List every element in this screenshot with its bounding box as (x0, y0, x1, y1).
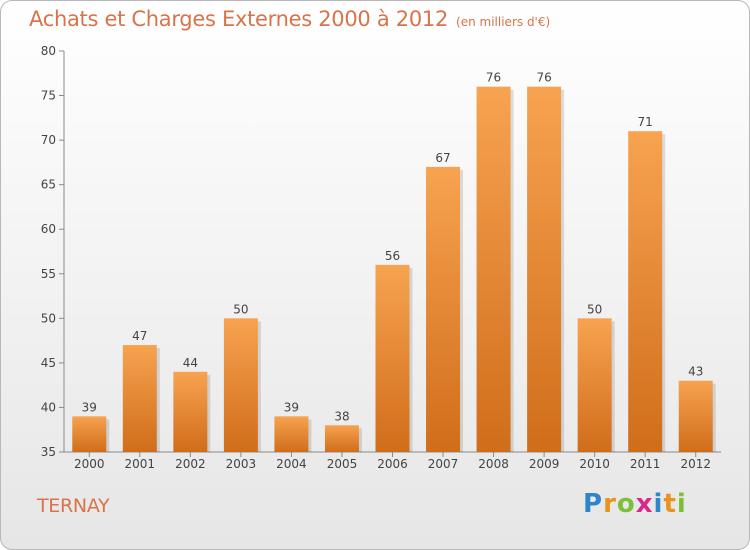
data-label: 39 (284, 400, 299, 414)
y-tick-label: 45 (41, 356, 56, 370)
data-label: 43 (688, 365, 703, 379)
logo-letter: r (603, 489, 617, 519)
x-tick-label: 2007 (428, 457, 459, 471)
x-tick-label: 2003 (226, 457, 257, 471)
bar (72, 416, 107, 452)
data-label: 39 (82, 400, 97, 414)
y-tick-label: 60 (41, 222, 56, 236)
bar (426, 166, 461, 452)
bar (375, 264, 410, 452)
data-label: 56 (385, 249, 400, 263)
data-label: 38 (334, 409, 349, 423)
bar (628, 131, 663, 452)
y-tick-label: 50 (41, 311, 56, 325)
x-tick-label: 2010 (579, 457, 610, 471)
bars (72, 86, 716, 453)
logo-letter: o (616, 489, 636, 519)
y-tick-label: 70 (41, 133, 56, 147)
x-tick-label: 2011 (630, 457, 661, 471)
logo-letter: i (653, 489, 664, 519)
data-label: 47 (132, 329, 147, 343)
chart-title: Achats et Charges Externes 2000 à 2012 (29, 7, 449, 31)
y-tick-label: 35 (41, 445, 56, 459)
logo-letter: x (635, 489, 654, 519)
logo-letter: i (676, 489, 687, 519)
bar (476, 86, 511, 453)
bar (577, 318, 612, 452)
y-tick-label: 80 (41, 44, 56, 58)
x-tick-label: 2012 (680, 457, 711, 471)
data-label: 71 (638, 115, 653, 129)
y-tick-label: 55 (41, 267, 56, 281)
x-tick-label: 2005 (327, 457, 358, 471)
x-tick-label: 2008 (478, 457, 509, 471)
bar (223, 318, 258, 452)
axes: 35 40 45 50 55 60 65 70 75 80 2000 2001 2002 2003 2004… (41, 44, 721, 471)
x-tick-label: 2000 (74, 457, 105, 471)
chart-title-block: Achats et Charges Externes 2000 à 2012 (e… (29, 7, 550, 31)
data-label: 44 (183, 356, 198, 370)
y-tick-label: 75 (41, 89, 56, 103)
labels: 39 47 44 50 39 38 56 67 76 76 50 71 43 (82, 71, 704, 424)
data-label: 50 (587, 302, 602, 316)
x-tick-label: 2002 (175, 457, 206, 471)
y-tick-label: 40 (41, 400, 56, 414)
bar (122, 345, 157, 452)
bar (173, 371, 208, 452)
bar (324, 425, 359, 452)
proxiti-logo: Proxiti (583, 489, 687, 519)
data-label: 76 (536, 71, 551, 85)
bar (678, 380, 713, 452)
town-name: TERNAY (37, 495, 110, 517)
x-tick-label: 2006 (377, 457, 408, 471)
x-tick-label: 2004 (276, 457, 307, 471)
data-label: 76 (486, 71, 501, 85)
data-label: 67 (435, 151, 450, 165)
chart-subtitle: (en milliers d'€) (456, 15, 551, 29)
logo-letter: t (663, 489, 677, 519)
data-label: 50 (233, 302, 248, 316)
logo-letter: P (583, 489, 604, 519)
y-tick-label: 65 (41, 178, 56, 192)
x-tick-label: 2001 (125, 457, 156, 471)
bar (274, 416, 309, 452)
bar (527, 86, 562, 453)
x-tick-label: 2009 (529, 457, 560, 471)
